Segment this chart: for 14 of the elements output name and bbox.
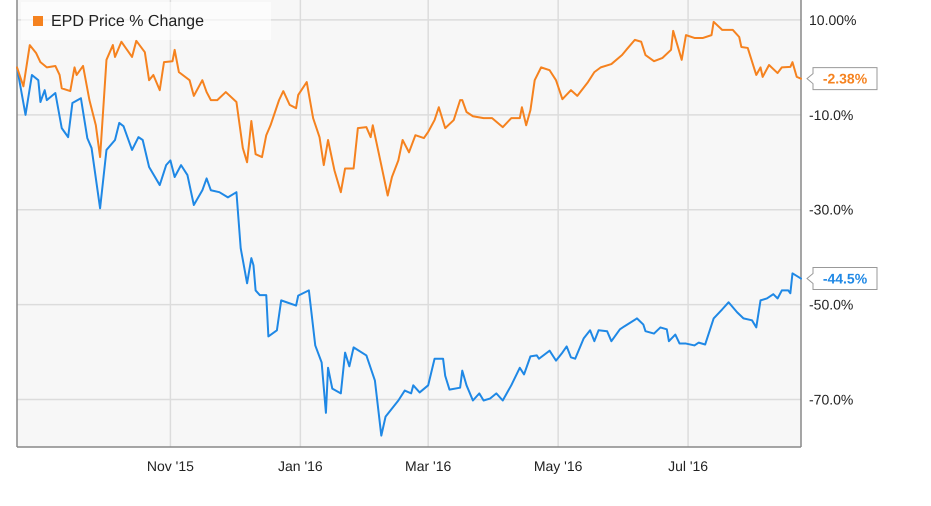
line-series — [16, 66, 802, 437]
x-tick-label: Nov '15 — [146, 458, 194, 474]
x-tick-label: May '16 — [534, 458, 583, 474]
y-tick-label: -70.0% — [809, 392, 854, 408]
x-tick-label: Jul '16 — [668, 458, 708, 474]
y-tick-label: -10.0% — [809, 106, 854, 123]
legend-label: EPD Price % Change — [51, 13, 204, 30]
y-tick-label: -50.0% — [809, 296, 854, 313]
annotation: -44.5% — [822, 270, 868, 287]
x-tick-label: Mar '16 — [405, 458, 452, 474]
x-tick-label: Jan '16 — [278, 458, 323, 474]
y-tick-label: -30.0% — [809, 202, 854, 218]
y-tick-label: 10.00% — [809, 12, 856, 28]
annotation: -2.38% — [822, 70, 868, 87]
